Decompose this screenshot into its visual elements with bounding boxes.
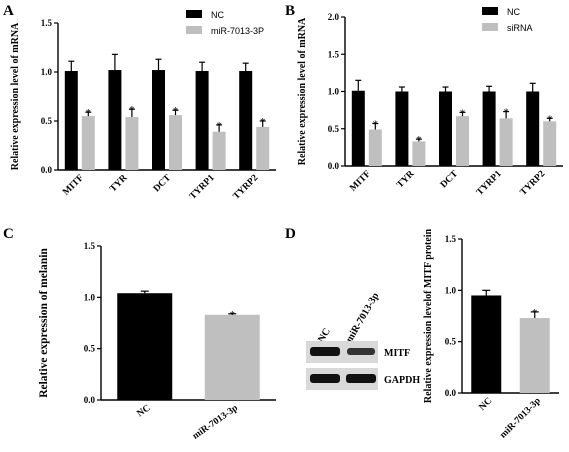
bar-b-tyrp2-treated bbox=[543, 121, 557, 166]
bar-b-tyrp1-nc bbox=[482, 91, 496, 166]
significance-star-a: * bbox=[86, 107, 92, 119]
chart-d: 0.0 0.5 1.0 1.5 Relative expression levelof … bbox=[423, 228, 559, 440]
significance-star-b: * bbox=[416, 134, 422, 146]
bar-a-mitf-nc bbox=[64, 71, 78, 170]
legend-swatch-b bbox=[482, 23, 498, 31]
bar-d-nc bbox=[471, 295, 502, 393]
y-tick-label-d: 1.0 bbox=[445, 285, 457, 295]
significance-star-a: * bbox=[260, 116, 266, 128]
bar-b-dct-treated bbox=[456, 116, 469, 166]
x-tick-label-d: NC bbox=[478, 396, 495, 413]
chart-b: 0.0 0.5 1.0 1.5 2.0 Relative expression level… bbox=[297, 7, 563, 198]
bar-b-mitf-treated bbox=[368, 129, 382, 166]
x-tick-label-a: TYRP1 bbox=[188, 173, 217, 202]
y-axis-label-d: Relative expression levelof MITF protein bbox=[423, 228, 434, 403]
y-tick-label-b: 1.0 bbox=[328, 87, 340, 97]
legend-swatch-a bbox=[186, 26, 202, 34]
x-tick-label-a: DCT bbox=[152, 173, 174, 195]
x-tick-label-c: miR-7013-3p bbox=[191, 403, 240, 441]
blot-band-label-mitf: MITF bbox=[384, 348, 410, 359]
y-tick-label-a: 0.5 bbox=[41, 116, 53, 126]
blot-band-gapdh-mir bbox=[346, 374, 376, 383]
legend-label-b: NC bbox=[507, 7, 520, 17]
bar-b-tyrp1-treated bbox=[499, 118, 513, 166]
x-tick-label-b: TYR bbox=[395, 169, 416, 190]
blot-strip-mitf bbox=[306, 341, 378, 363]
x-tick-label-b: MITF bbox=[348, 169, 373, 194]
x-tick-label-a: TYR bbox=[108, 173, 129, 194]
blot-band-gapdh-nc bbox=[310, 374, 340, 383]
legend-label-a: NC bbox=[211, 10, 224, 20]
panel-letter-b: B bbox=[285, 3, 295, 19]
blot-lane-label-mir: miR-7013-3p bbox=[344, 291, 382, 345]
legend-swatch-b bbox=[482, 7, 498, 15]
y-tick-label-d: 0.5 bbox=[445, 337, 457, 347]
bar-a-dct-treated bbox=[169, 115, 182, 170]
bar-a-tyr-treated bbox=[125, 117, 139, 170]
panel-letter-d: D bbox=[285, 226, 296, 242]
x-tick-label-a: MITF bbox=[61, 173, 86, 198]
chart-c: 0.0 0.5 1.0 1.5 Relative expression of melan… bbox=[38, 241, 276, 442]
significance-star-c: * bbox=[230, 309, 236, 321]
y-tick-label-c: 1.0 bbox=[84, 292, 96, 302]
legend-label-a: miR-7013-3P bbox=[211, 26, 264, 36]
blot-band-label-gapdh: GAPDH bbox=[384, 375, 420, 386]
bar-a-tyrp2-nc bbox=[239, 71, 253, 170]
y-tick-label-c: 0.5 bbox=[84, 344, 96, 354]
panel-letter-c: C bbox=[3, 226, 14, 242]
y-axis-label-a: Relative expression level of mRNA bbox=[10, 22, 21, 170]
y-tick-label-a: 1.5 bbox=[41, 18, 53, 28]
y-tick-label-c: 0.0 bbox=[84, 395, 96, 405]
x-tick-label-b: TYRP1 bbox=[475, 169, 504, 198]
bar-c-mir bbox=[204, 314, 260, 400]
bar-c-nc bbox=[117, 293, 173, 400]
bar-a-dct-nc bbox=[152, 70, 165, 170]
significance-star-d: * bbox=[532, 307, 538, 319]
bar-a-tyr-nc bbox=[108, 70, 122, 170]
bar-a-mitf-treated bbox=[81, 116, 95, 170]
western-blot: NC miR-7013-3p MITF GAPDH bbox=[306, 291, 420, 390]
bar-b-mitf-nc bbox=[351, 90, 365, 166]
y-tick-label-a: 1.0 bbox=[41, 67, 53, 77]
significance-star-b: * bbox=[373, 119, 379, 131]
x-tick-label-d: miR-7013-3p bbox=[498, 396, 542, 440]
blot-strip-gapdh bbox=[306, 368, 378, 390]
blot-band-mitf-mir bbox=[347, 348, 375, 355]
y-axis-label-c: Relative expression of melanin bbox=[38, 248, 50, 398]
chart-a: 0.0 0.5 1.0 1.5 Relative expression level of… bbox=[10, 10, 276, 202]
significance-star-a: * bbox=[173, 105, 179, 117]
bar-a-tyrp1-nc bbox=[195, 71, 209, 170]
bar-d-mir bbox=[519, 318, 550, 393]
bar-a-tyrp2-treated bbox=[256, 126, 270, 170]
bar-b-tyrp2-nc bbox=[526, 91, 540, 166]
significance-star-b: * bbox=[503, 107, 509, 119]
y-tick-label-c: 1.5 bbox=[84, 241, 96, 251]
x-tick-label-b: TYRP2 bbox=[519, 169, 548, 198]
y-tick-label-a: 0.0 bbox=[41, 165, 53, 175]
significance-star-b: * bbox=[460, 107, 466, 119]
x-tick-label-c: NC bbox=[135, 403, 152, 419]
significance-star-a: * bbox=[129, 104, 135, 116]
bar-b-tyr-treated bbox=[412, 141, 426, 166]
y-axis-label-b: Relative expression level of mRNA bbox=[297, 17, 308, 165]
panel-letter-a: A bbox=[3, 3, 14, 19]
x-tick-label-a: TYRP2 bbox=[232, 173, 261, 202]
bar-b-dct-nc bbox=[439, 91, 452, 166]
significance-star-a: * bbox=[216, 120, 222, 132]
bar-a-tyrp1-treated bbox=[212, 131, 226, 170]
legend-label-b: siRNA bbox=[507, 23, 533, 33]
y-tick-label-d: 1.5 bbox=[445, 234, 457, 244]
y-tick-label-b: 0.5 bbox=[328, 124, 340, 134]
bar-b-tyr-nc bbox=[395, 91, 409, 166]
y-tick-label-b: 2.0 bbox=[328, 12, 340, 22]
legend-swatch-a bbox=[186, 10, 202, 18]
y-tick-label-b: 0.0 bbox=[328, 161, 340, 171]
significance-star-b: * bbox=[547, 113, 553, 125]
blot-band-mitf-nc bbox=[310, 347, 340, 356]
x-tick-label-b: DCT bbox=[439, 169, 461, 191]
y-tick-label-b: 1.5 bbox=[328, 49, 340, 59]
y-tick-label-d: 0.0 bbox=[445, 388, 457, 398]
